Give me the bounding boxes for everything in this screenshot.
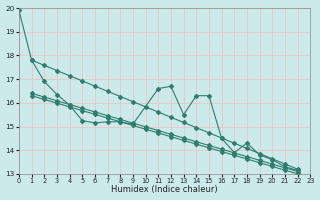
X-axis label: Humidex (Indice chaleur): Humidex (Indice chaleur) bbox=[111, 185, 218, 194]
